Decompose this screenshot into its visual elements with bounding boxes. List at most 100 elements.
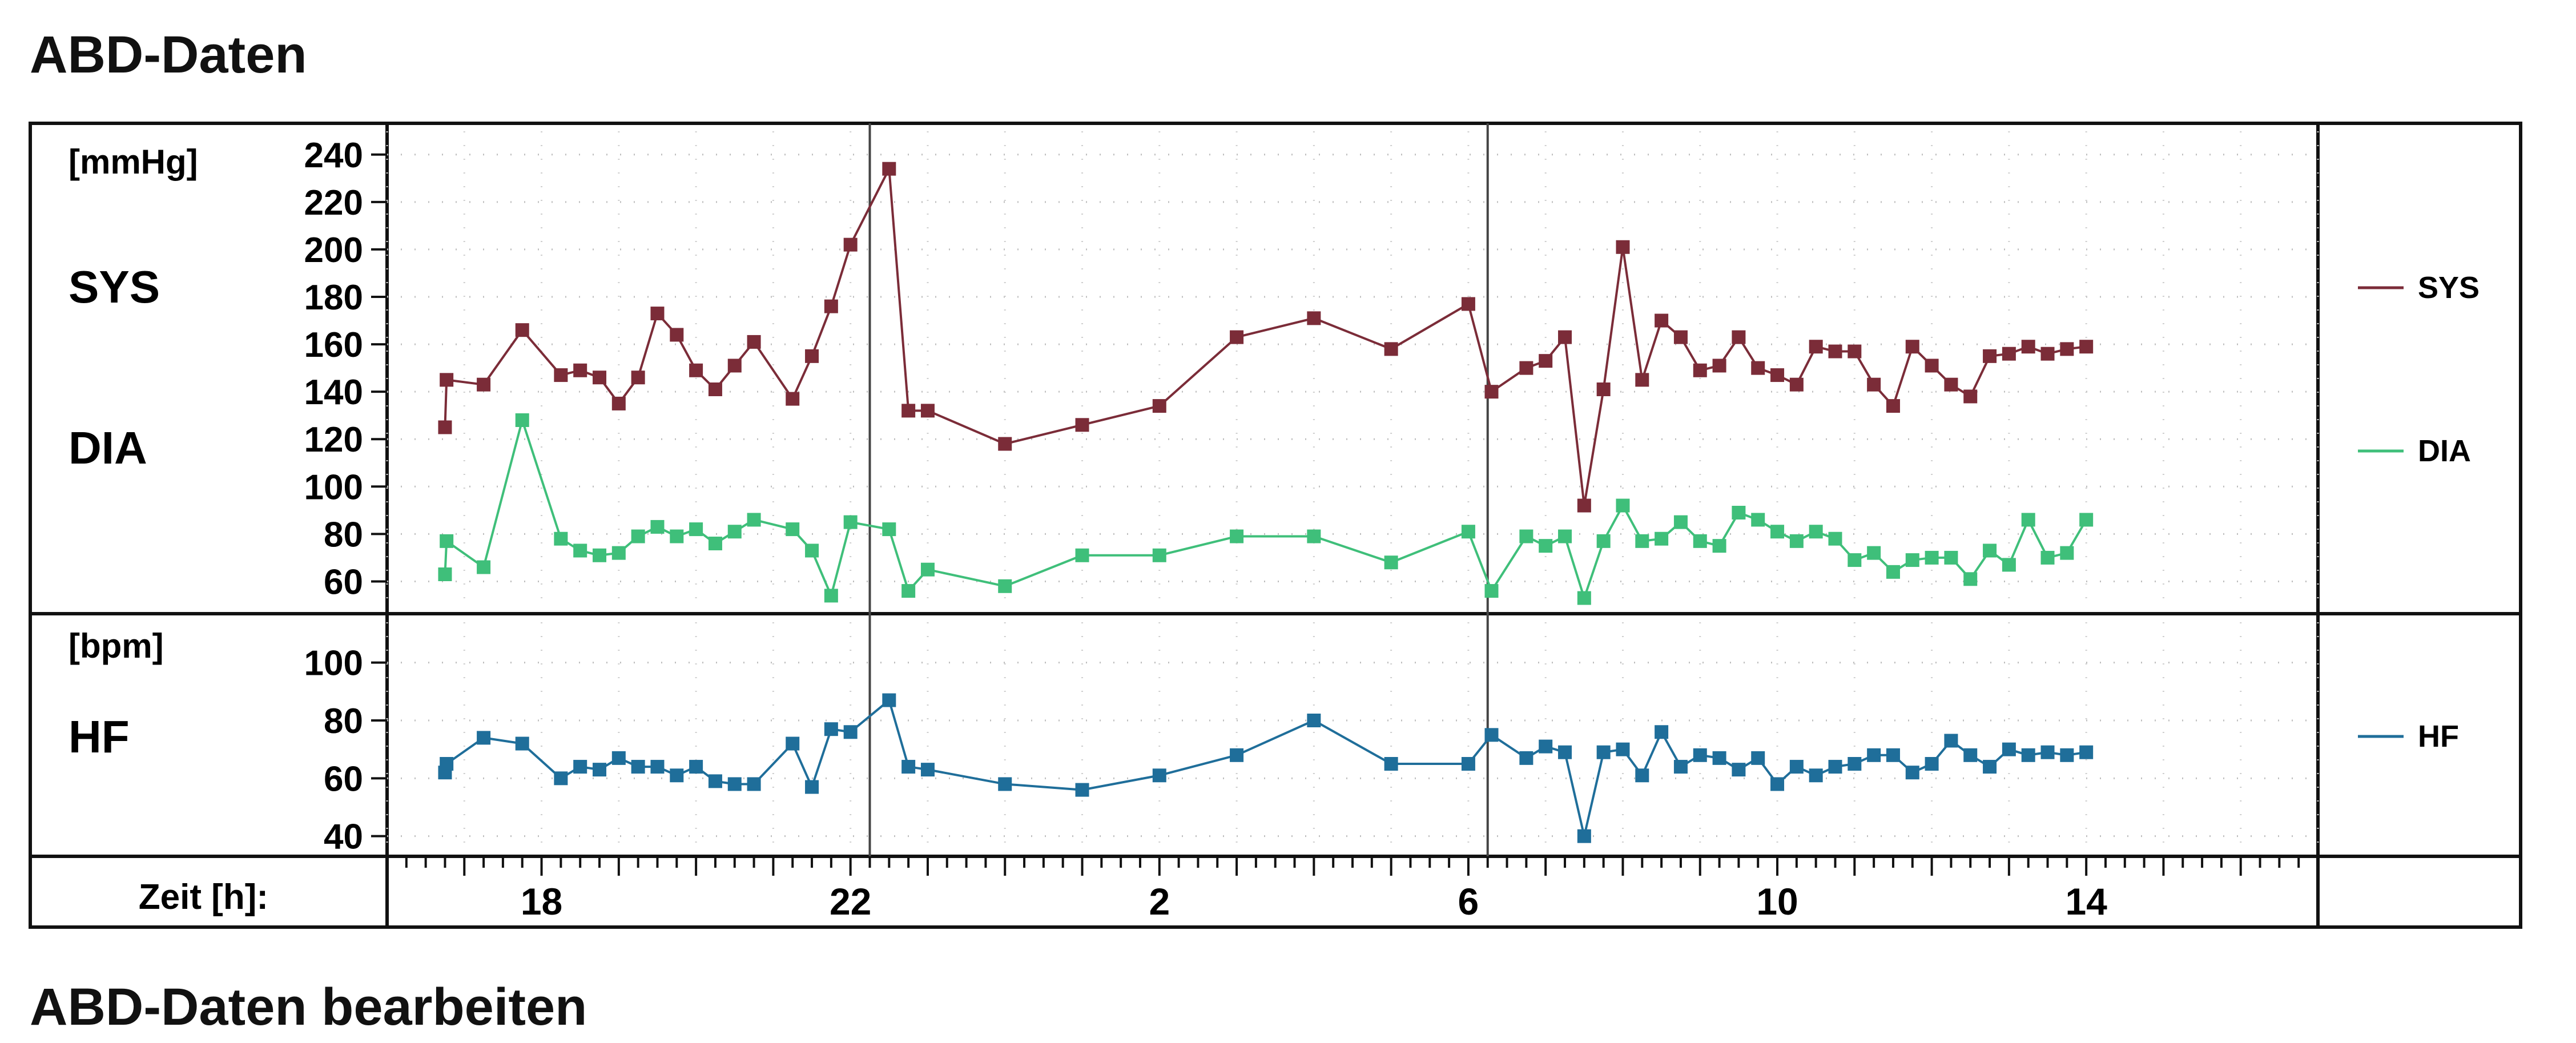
data-point-sys	[882, 162, 896, 176]
data-point-sys	[1693, 363, 1707, 377]
data-point-sys	[1789, 377, 1804, 392]
data-point-dia	[554, 531, 568, 546]
y-tick-labels: 60 80 100 120 140 160 180 200 220 240 40 60 80 100	[304, 136, 387, 857]
data-point-hf	[727, 777, 742, 791]
y-tick-label: 180	[304, 278, 363, 317]
data-point-sys	[2040, 347, 2055, 361]
data-point-hf	[1770, 777, 1785, 791]
legend-label-dia: DIA	[2418, 434, 2471, 468]
data-point-dia	[1384, 555, 1398, 570]
data-point-dia	[1461, 525, 1475, 539]
data-point-dia	[1577, 591, 1591, 605]
data-point-hf	[1152, 768, 1166, 783]
data-point-dia	[1596, 534, 1611, 548]
data-point-hf	[593, 763, 607, 777]
data-point-hf	[650, 760, 665, 774]
x-ticks: 18 22 2 6 10 14	[386, 856, 2319, 923]
y-tick-label: 240	[304, 136, 363, 175]
data-point-hf	[1905, 766, 1919, 780]
data-point-hf	[1539, 739, 1553, 754]
data-point-dia	[1655, 531, 1669, 546]
data-point-sys	[1596, 382, 1611, 396]
data-point-hf	[805, 780, 819, 794]
data-point-sys	[1712, 359, 1726, 373]
series-line-dia	[444, 419, 2087, 599]
data-point-dia	[2079, 513, 2094, 527]
data-point-dia	[2060, 546, 2074, 560]
x-tick-label: 22	[830, 880, 871, 923]
data-point-dia	[1635, 534, 1649, 548]
data-point-sys	[554, 368, 568, 382]
data-point-sys	[1848, 344, 1862, 359]
data-point-dia	[1519, 529, 1533, 543]
data-point-hf	[2002, 742, 2016, 756]
data-point-hf	[901, 760, 916, 774]
data-point-sys	[1886, 399, 1900, 413]
y-tick-label: 160	[304, 325, 363, 365]
data-point-sys	[1484, 385, 1499, 399]
y-tick-label: 60	[324, 562, 363, 602]
data-point-sys	[1152, 399, 1166, 413]
y-tick-label: 60	[324, 759, 363, 799]
data-point-hf	[1867, 748, 1881, 762]
x-tick-label: 14	[2065, 880, 2107, 923]
data-point-dia	[1075, 548, 1089, 562]
data-point-hf	[1712, 751, 1726, 765]
data-point-sys	[708, 382, 722, 396]
data-point-dia	[1484, 584, 1499, 598]
data-point-dia	[727, 525, 742, 539]
section-title: ABD-Daten bearbeiten	[30, 978, 587, 1036]
data-point-hf	[1886, 748, 1900, 762]
data-point-sys	[1558, 330, 1572, 344]
data-point-sys	[1075, 418, 1089, 432]
x-tick-label: 2	[1149, 880, 1170, 923]
dia-row-label: DIA	[69, 422, 147, 473]
data-point-sys	[650, 307, 665, 321]
data-point-dia	[805, 543, 819, 558]
data-point-sys	[1905, 340, 1919, 354]
data-point-hf	[1963, 748, 1978, 762]
data-point-sys	[1770, 368, 1785, 382]
data-point-sys	[2060, 342, 2074, 356]
data-point-dia	[515, 413, 529, 427]
data-point-hf	[786, 736, 800, 751]
data-point-dia	[882, 522, 896, 537]
x-tick-label: 18	[521, 880, 562, 923]
data-point-sys	[515, 323, 529, 337]
data-point-sys	[2021, 340, 2035, 354]
data-point-dia	[2021, 513, 2035, 527]
x-axis-label: Zeit [h]:	[139, 877, 268, 917]
data-point-sys	[1635, 373, 1649, 387]
data-point-hf	[477, 731, 491, 745]
data-point-hf	[1558, 745, 1572, 759]
data-point-dia	[1789, 534, 1804, 548]
data-point-hf	[843, 725, 858, 739]
data-point-hf	[824, 722, 838, 736]
data-point-sys	[1230, 330, 1244, 344]
data-point-hf	[1789, 760, 1804, 774]
data-point-dia	[1983, 543, 1997, 558]
hr-unit-label: [bpm]	[69, 627, 164, 665]
data-point-sys	[1307, 311, 1321, 325]
data-point-sys	[998, 437, 1012, 451]
page-title: ABD-Daten	[30, 26, 307, 84]
data-point-hf	[998, 777, 1012, 791]
data-point-dia	[1944, 550, 1958, 565]
data-point-dia	[1809, 525, 1823, 539]
data-point-hf	[631, 760, 645, 774]
data-point-dia	[438, 567, 452, 581]
data-point-dia	[1925, 550, 1939, 565]
y-tick-label: 80	[324, 515, 363, 554]
data-point-dia	[1558, 529, 1572, 543]
y-tick-label: 80	[324, 702, 363, 741]
data-point-dia	[1712, 539, 1726, 553]
data-point-sys	[786, 392, 800, 406]
data-point-hf	[1635, 768, 1649, 783]
bp-unit-label: [mmHg]	[69, 143, 198, 181]
x-tick-label: 6	[1458, 880, 1479, 923]
data-point-hf	[1944, 734, 1958, 748]
data-point-hf	[689, 760, 703, 774]
data-point-dia	[998, 579, 1012, 593]
data-point-sys	[1828, 344, 1842, 359]
